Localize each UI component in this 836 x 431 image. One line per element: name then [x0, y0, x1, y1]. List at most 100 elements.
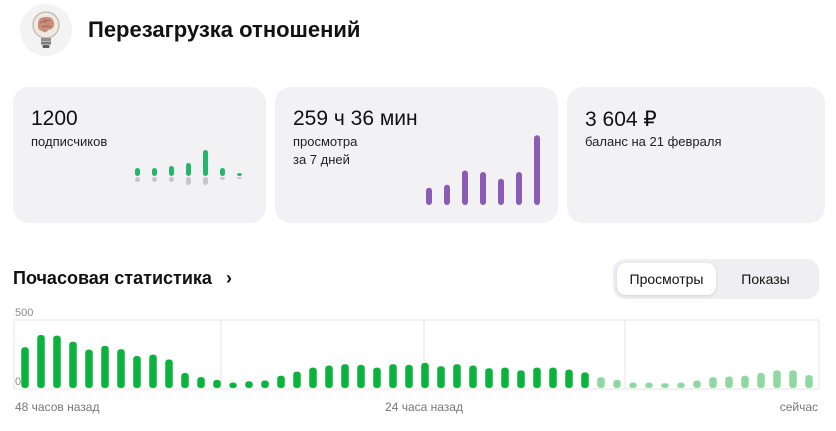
hourly-bar: [309, 367, 317, 388]
hourly-bar: [613, 379, 621, 388]
subscribers-churn-bar: [169, 177, 174, 182]
hourly-bar: [693, 380, 701, 388]
hourly-bar: [645, 382, 653, 388]
tab-views[interactable]: Просмотры: [617, 263, 716, 295]
hourly-bar: [277, 375, 285, 388]
subscribers-bar: [237, 173, 242, 176]
chevron-right-icon: ›: [225, 268, 232, 288]
y-tick-zero: 0: [15, 376, 21, 388]
watch-time-period: за 7 дней: [293, 152, 350, 167]
hourly-bar: [21, 347, 29, 388]
hourly-bar: [261, 380, 269, 388]
x-label-24h: 24 часа назад: [385, 400, 463, 414]
hourly-bar: [565, 369, 573, 388]
hourly-bar: [133, 356, 141, 388]
watch-time-bar: [534, 135, 540, 205]
hourly-bar: [437, 366, 445, 388]
hourly-bar: [549, 367, 557, 388]
hourly-views-chart: 500 0 48 часов назад 24 часа назад сейча…: [13, 307, 820, 414]
balance-date-label: баланс на 21 февраля: [585, 134, 722, 149]
subscribers-card[interactable]: 1200 подписчиков: [13, 87, 266, 223]
channel-avatar[interactable]: [20, 4, 72, 56]
hourly-bar: [805, 375, 813, 388]
hourly-bar: [341, 364, 349, 388]
watch-time-bar: [426, 187, 432, 205]
hourly-bar: [469, 365, 477, 388]
subscribers-churn-bar: [237, 177, 242, 179]
watch-time-bar: [516, 172, 522, 205]
hourly-bar: [485, 368, 493, 388]
hourly-bar: [181, 373, 189, 388]
channel-title: Перезагрузка отношений: [88, 17, 361, 42]
hourly-bar: [149, 354, 157, 388]
tab-impressions[interactable]: Показы: [741, 271, 790, 287]
watch-time-card[interactable]: 259 ч 36 мин просмотра за 7 дней: [275, 87, 558, 223]
balance-label: баланс на 21 февраля: [585, 133, 722, 151]
hourly-bar: [421, 362, 429, 388]
hourly-bar: [789, 370, 797, 388]
channel-header: Перезагрузка отношений: [20, 4, 360, 56]
hourly-bar: [165, 359, 173, 388]
subscribers-churn-bar: [186, 177, 191, 185]
subscribers-bar: [152, 168, 157, 176]
hourly-bar: [325, 365, 333, 388]
watch-time-bar: [480, 172, 486, 205]
hourly-bar: [773, 370, 781, 388]
hourly-bar: [101, 345, 109, 388]
y-tick-max: 500: [15, 307, 33, 319]
subscribers-bar: [203, 150, 208, 176]
subscribers-churn-bar: [203, 177, 208, 185]
hourly-bar: [293, 371, 301, 388]
subscribers-label-line: подписчиков: [31, 134, 108, 149]
hourly-bar: [117, 349, 125, 388]
hourly-bar: [757, 373, 765, 388]
hourly-bar: [597, 377, 605, 388]
hourly-bar: [373, 367, 381, 388]
subscribers-label: подписчиков: [31, 133, 107, 151]
subscribers-churn-bar: [152, 177, 157, 182]
hourly-bar: [501, 367, 509, 388]
hourly-bar: [69, 341, 77, 388]
hourly-bar: [533, 367, 541, 388]
hourly-bar: [517, 370, 525, 388]
hourly-bar: [709, 377, 717, 388]
subscribers-mini-chart: [135, 150, 242, 185]
hourly-bar: [197, 377, 205, 388]
subscribers-bar: [169, 166, 174, 176]
hourly-bar: [37, 334, 45, 388]
subscribers-bar: [220, 168, 225, 176]
balance-value: 3 604 ₽: [585, 108, 657, 131]
watch-time-label: просмотра за 7 дней: [293, 133, 357, 169]
balance-card[interactable]: 3 604 ₽ баланс на 21 февраля: [567, 87, 825, 223]
hourly-bar: [245, 381, 253, 388]
hourly-stats-link[interactable]: Почасовая статистика ›: [13, 268, 232, 289]
hourly-bar: [389, 364, 397, 388]
watch-time-bar: [462, 170, 468, 205]
watch-time-label-line: просмотра: [293, 134, 358, 149]
subscribers-count: 1200: [31, 107, 78, 130]
hourly-bar: [741, 375, 749, 388]
metric-toggle: Просмотры Показы: [613, 259, 819, 299]
hourly-bar: [229, 382, 237, 388]
subscribers-churn-bar: [135, 177, 140, 182]
hourly-bar: [85, 349, 93, 388]
hourly-stats-title: Почасовая статистика: [13, 268, 212, 288]
subscribers-bar: [186, 163, 191, 176]
subscribers-bar: [135, 168, 140, 176]
hourly-bar: [581, 372, 589, 388]
x-label-48h: 48 часов назад: [15, 400, 99, 414]
hourly-bar: [405, 364, 413, 388]
watch-time-mini-chart: [426, 135, 540, 205]
hourly-bar: [677, 382, 685, 388]
watch-time-value: 259 ч 36 мин: [293, 107, 418, 130]
hourly-bar: [53, 335, 61, 388]
lightbulb-brain-icon: [32, 11, 60, 48]
hourly-bar: [453, 364, 461, 388]
hourly-bar: [357, 364, 365, 388]
hourly-bar: [629, 382, 637, 388]
hourly-bar: [661, 383, 669, 388]
hourly-bar: [725, 376, 733, 388]
watch-time-bar: [444, 184, 450, 205]
subscribers-churn-bar: [220, 177, 225, 180]
x-label-now: сейчас: [780, 400, 818, 414]
